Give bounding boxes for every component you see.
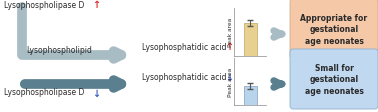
Y-axis label: Peak area: Peak area <box>228 67 233 96</box>
Text: Small for
gestational
age neonates: Small for gestational age neonates <box>305 64 363 95</box>
Text: Lysophospholipase D: Lysophospholipase D <box>4 88 84 97</box>
Bar <box>244 86 257 105</box>
Text: ↓: ↓ <box>225 72 233 82</box>
Text: Lysophospholipid: Lysophospholipid <box>26 46 92 55</box>
Text: Lysophospholipase D: Lysophospholipase D <box>4 1 84 10</box>
Bar <box>244 24 257 56</box>
FancyBboxPatch shape <box>290 0 378 59</box>
Text: Lysophosphatidic acid: Lysophosphatidic acid <box>142 43 226 52</box>
Text: Appropriate for
gestational
age neonates: Appropriate for gestational age neonates <box>301 14 367 46</box>
Y-axis label: Peak area: Peak area <box>228 18 233 47</box>
Text: ↑: ↑ <box>92 0 100 10</box>
FancyBboxPatch shape <box>290 50 378 109</box>
Text: ↓: ↓ <box>92 88 100 98</box>
Text: Lysophosphatidic acid: Lysophosphatidic acid <box>142 72 226 81</box>
Text: ↑: ↑ <box>225 42 233 52</box>
